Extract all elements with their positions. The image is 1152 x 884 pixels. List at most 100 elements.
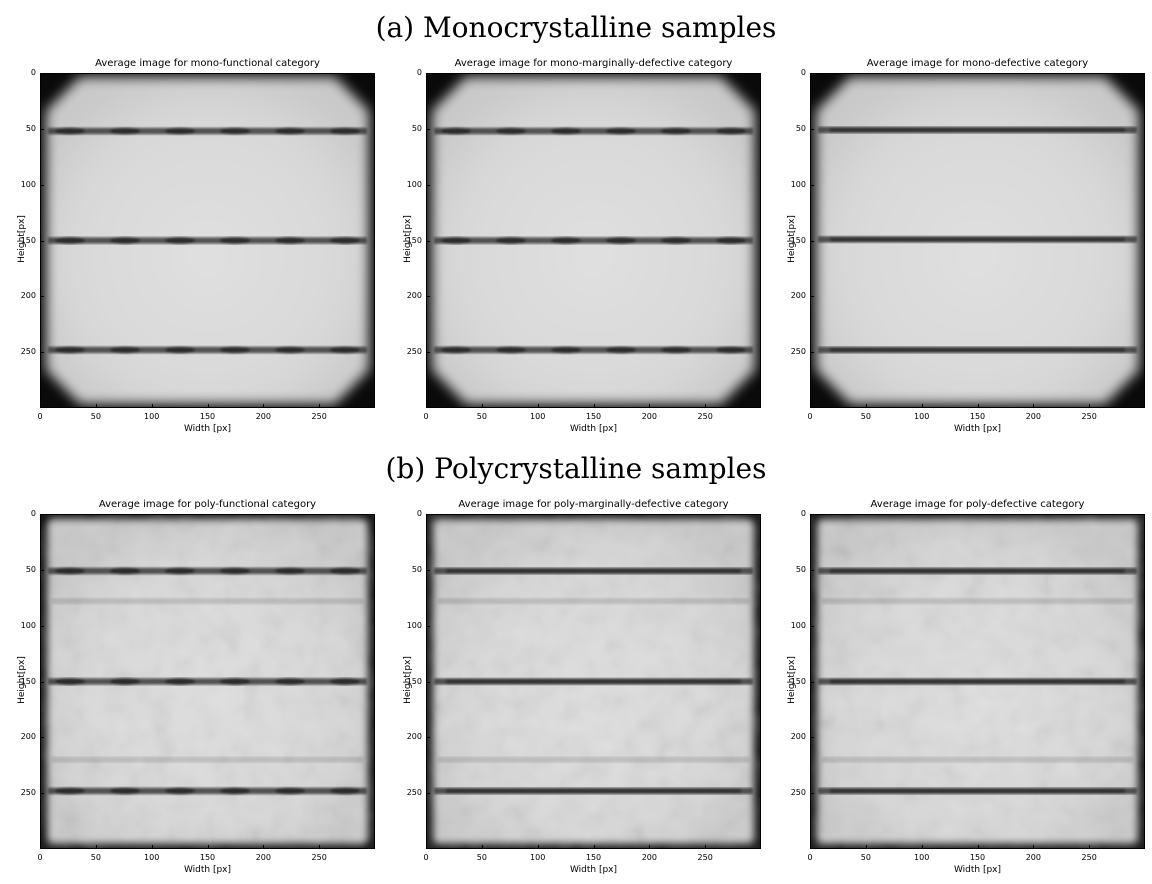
faint-line (822, 756, 1133, 763)
x-tick (151, 845, 153, 849)
average-image-plot: 0 50 100 150 200 250 0 50 100 150 200 250 (21, 68, 375, 421)
y-tick-label: 150 (790, 676, 806, 686)
panel-title: Average image for mono-functional catego… (95, 58, 320, 69)
x-tick-label: 100 (144, 412, 160, 421)
x-axis-label: Width [px] (953, 424, 1002, 434)
busbar (818, 346, 1137, 354)
x-tick-label: 200 (255, 853, 271, 862)
busbar (48, 236, 367, 245)
busbar (434, 346, 753, 354)
y-tick (810, 128, 814, 130)
y-axis-label: Height[px] (787, 215, 797, 263)
y-tick-label: 50 (795, 564, 806, 574)
average-image-plot: 0 50 100 150 200 250 0 50 100 150 200 250 (791, 68, 1145, 421)
busbar (434, 567, 753, 575)
y-tick (40, 569, 44, 571)
busbar (818, 567, 1137, 575)
y-tick-label: 250 (406, 788, 422, 798)
y-tick (40, 793, 44, 795)
busbar (818, 678, 1137, 685)
y-tick (426, 352, 430, 354)
x-tick (1089, 404, 1091, 408)
x-tick-label: 100 (914, 853, 930, 862)
plot-frame (810, 514, 1145, 849)
y-tick-label: 150 (406, 235, 422, 245)
x-tick (865, 404, 867, 408)
busbar (434, 787, 753, 795)
section-b-title: (b) Polycrystalline samples (385, 452, 767, 485)
x-axis-label: Width [px] (569, 424, 618, 434)
average-image-plot: 0 50 100 150 200 250 0 50 100 150 200 250 (407, 68, 761, 421)
x-tick (537, 404, 539, 408)
x-tick (426, 404, 427, 408)
x-tick-label: 100 (144, 853, 160, 862)
x-tick-label: 100 (530, 412, 546, 421)
x-tick-label: 150 (199, 853, 216, 862)
y-tick (810, 352, 814, 354)
y-tick (40, 184, 44, 186)
y-tick (810, 184, 814, 186)
x-tick (1089, 845, 1091, 849)
x-tick (40, 404, 41, 408)
busbar (818, 236, 1137, 243)
y-tick-label: 0 (800, 509, 806, 518)
y-tick (810, 514, 814, 515)
x-tick-label: 250 (311, 412, 327, 421)
y-tick-label: 100 (790, 179, 806, 189)
x-tick-label: 200 (1025, 853, 1041, 862)
y-tick-label: 150 (790, 235, 806, 245)
x-tick-label: 150 (969, 853, 986, 862)
plot-frame (40, 73, 375, 408)
x-tick-label: 150 (585, 412, 602, 421)
image-panel-4: Average image for poly-functional catego… (0, 499, 375, 879)
x-tick-label: 50 (476, 412, 487, 421)
y-tick-label: 100 (790, 620, 806, 630)
busbar (434, 127, 753, 135)
plot-frame (426, 514, 761, 849)
x-tick (649, 845, 651, 849)
image-panel-6: Average image for poly-defective categor… (770, 499, 1145, 879)
y-axis-label: Height[px] (17, 215, 27, 263)
faint-line (822, 598, 1133, 605)
x-tick (865, 845, 867, 849)
x-tick-label: 50 (90, 853, 101, 862)
y-tick (810, 737, 814, 739)
y-tick (426, 128, 430, 130)
x-tick (263, 845, 265, 849)
plot-frame (426, 73, 761, 408)
busbar (48, 346, 367, 354)
x-tick (319, 845, 321, 849)
panel-title: Average image for poly-marginally-defect… (458, 499, 729, 510)
y-tick-label: 250 (790, 788, 806, 798)
x-tick-label: 250 (311, 853, 327, 862)
x-tick (481, 845, 483, 849)
y-tick-label: 200 (790, 291, 806, 301)
y-tick (810, 73, 814, 74)
x-tick (1033, 404, 1035, 408)
x-tick (207, 845, 209, 849)
busbar (434, 236, 753, 245)
average-image (426, 514, 761, 849)
x-tick (649, 404, 651, 408)
y-tick-label: 150 (406, 676, 422, 686)
x-tick-label: 0 (807, 853, 813, 862)
x-tick-label: 0 (423, 853, 429, 862)
x-tick-label: 200 (641, 412, 657, 421)
y-tick (40, 296, 44, 298)
y-tick (426, 737, 430, 739)
x-tick-label: 0 (807, 412, 813, 421)
x-tick-label: 150 (969, 412, 986, 421)
y-tick-label: 250 (20, 347, 36, 357)
x-tick (207, 404, 209, 408)
y-tick-label: 200 (406, 291, 422, 301)
busbar (48, 567, 367, 575)
panel-title: Average image for mono-defective categor… (866, 58, 1089, 69)
y-tick-label: 250 (790, 347, 806, 357)
x-tick (705, 845, 707, 849)
x-tick-label: 0 (423, 412, 429, 421)
panel-title: Average image for poly-functional catego… (98, 499, 317, 510)
y-tick-label: 0 (30, 509, 36, 518)
panel-title: Average image for poly-defective categor… (870, 499, 1085, 510)
y-tick-label: 50 (411, 123, 422, 133)
y-tick (426, 625, 430, 627)
